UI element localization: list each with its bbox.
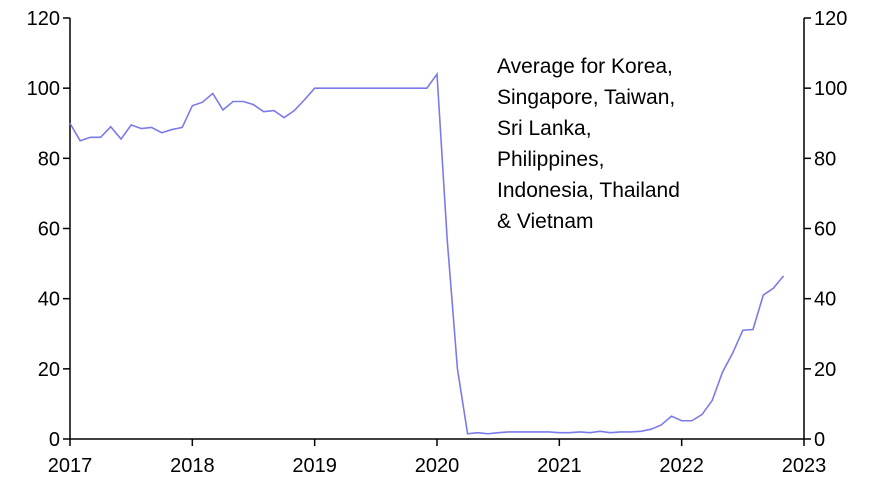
x-tick-label: 2019 — [292, 455, 337, 477]
y2-tick-label: 40 — [814, 289, 836, 311]
annotation: Philippines, — [497, 148, 604, 171]
y-tick-label: 120 — [27, 8, 60, 30]
x-tick-label: 2022 — [659, 455, 704, 477]
data-line — [69, 71, 785, 435]
x-tick-label: 2017 — [48, 455, 93, 477]
annotation: Average for Korea, — [497, 55, 673, 78]
y2-tick-label: 0 — [814, 429, 825, 451]
annotation: Sri Lanka, — [497, 117, 592, 140]
y-tick-label: 0 — [49, 429, 60, 451]
y-tick-label: 20 — [38, 359, 60, 381]
x-tick-label: 2023 — [782, 455, 827, 477]
annotation: Singapore, Taiwan, — [497, 86, 675, 109]
annotation: Indonesia, Thailand — [497, 179, 680, 202]
x-tick-label: 2021 — [537, 455, 582, 477]
y-tick-label: 80 — [38, 148, 60, 170]
y2-tick-label: 20 — [814, 359, 836, 381]
y-tick-label: 40 — [38, 289, 60, 311]
x-tick-label: 2020 — [415, 455, 460, 477]
y2-tick-label: 80 — [814, 148, 836, 170]
y2-tick-label: 120 — [814, 8, 847, 30]
y2-tick-label: 60 — [814, 219, 836, 241]
x-tick-label: 2018 — [170, 455, 215, 477]
annotation: & Vietnam — [497, 210, 594, 233]
y-tick-label: 100 — [27, 78, 60, 100]
y2-tick-label: 100 — [814, 78, 847, 100]
y-tick-label: 60 — [38, 219, 60, 241]
